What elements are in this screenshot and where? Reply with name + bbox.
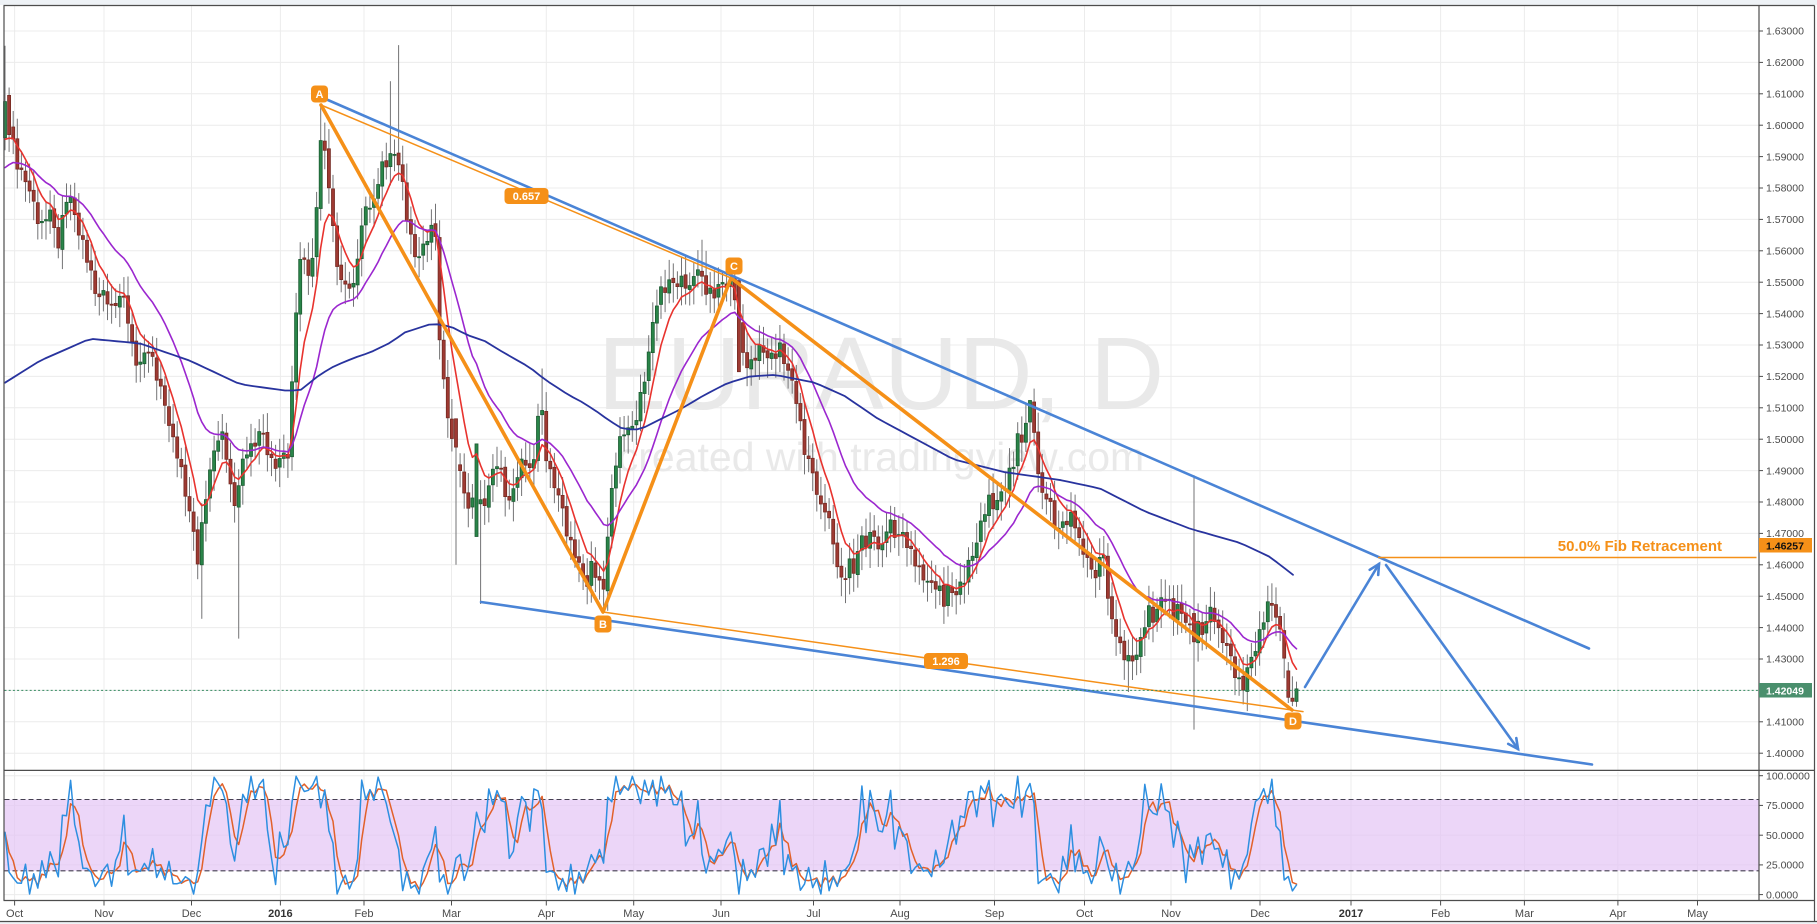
svg-text:1.40000: 1.40000 [1766, 748, 1804, 760]
svg-text:EURAUD, D: EURAUD, D [598, 316, 1165, 431]
svg-text:1.43000: 1.43000 [1766, 654, 1804, 666]
svg-text:Jun: Jun [712, 908, 730, 920]
svg-text:1.51000: 1.51000 [1766, 403, 1804, 415]
svg-text:Sep: Sep [985, 908, 1005, 920]
svg-text:50.0000: 50.0000 [1766, 830, 1804, 842]
svg-text:1.60000: 1.60000 [1766, 120, 1804, 132]
svg-text:25.0000: 25.0000 [1766, 860, 1804, 872]
svg-text:D: D [1289, 716, 1297, 728]
svg-text:1.46257: 1.46257 [1766, 541, 1804, 553]
svg-text:1.54000: 1.54000 [1766, 308, 1804, 320]
svg-text:1.45000: 1.45000 [1766, 591, 1804, 603]
svg-text:1.62000: 1.62000 [1766, 57, 1804, 69]
svg-text:0.0000: 0.0000 [1766, 889, 1798, 901]
svg-text:C: C [730, 261, 738, 273]
svg-text:1.48000: 1.48000 [1766, 497, 1804, 509]
svg-text:1.50000: 1.50000 [1766, 434, 1804, 446]
svg-text:100.0000: 100.0000 [1766, 770, 1810, 782]
svg-text:Dec: Dec [1250, 908, 1270, 920]
svg-text:1.55000: 1.55000 [1766, 277, 1804, 289]
svg-text:created with tradingview.com: created with tradingview.com [618, 434, 1144, 480]
svg-text:1.63000: 1.63000 [1766, 26, 1804, 38]
svg-text:1.57000: 1.57000 [1766, 214, 1804, 226]
svg-text:Apr: Apr [538, 908, 555, 920]
svg-text:Mar: Mar [1515, 908, 1534, 920]
svg-text:Jul: Jul [806, 908, 820, 920]
svg-text:Dec: Dec [182, 908, 202, 920]
svg-text:1.53000: 1.53000 [1766, 340, 1804, 352]
svg-text:1.52000: 1.52000 [1766, 371, 1804, 383]
svg-text:2016: 2016 [268, 908, 292, 920]
svg-text:0.657: 0.657 [513, 191, 541, 203]
svg-text:Nov: Nov [94, 908, 114, 920]
svg-text:1.59000: 1.59000 [1766, 151, 1804, 163]
svg-text:Feb: Feb [355, 908, 374, 920]
svg-text:1.44000: 1.44000 [1766, 622, 1804, 634]
svg-text:B: B [599, 619, 607, 631]
svg-text:1.41000: 1.41000 [1766, 717, 1804, 729]
svg-text:Aug: Aug [890, 908, 910, 920]
svg-text:1.46000: 1.46000 [1766, 560, 1804, 572]
svg-text:1.58000: 1.58000 [1766, 183, 1804, 195]
svg-text:Mar: Mar [442, 908, 461, 920]
svg-text:Feb: Feb [1431, 908, 1450, 920]
svg-text:1.61000: 1.61000 [1766, 89, 1804, 101]
svg-text:1.47000: 1.47000 [1766, 528, 1804, 540]
svg-text:1.42049: 1.42049 [1766, 686, 1804, 698]
svg-text:2017: 2017 [1339, 908, 1363, 920]
svg-text:50.0% Fib Retracement: 50.0% Fib Retracement [1558, 538, 1722, 555]
svg-text:A: A [316, 89, 324, 101]
svg-text:May: May [1687, 908, 1708, 920]
svg-text:1.49000: 1.49000 [1766, 465, 1804, 477]
svg-text:Apr: Apr [1609, 908, 1626, 920]
svg-text:Nov: Nov [1161, 908, 1181, 920]
svg-text:1.296: 1.296 [932, 656, 960, 668]
svg-text:Oct: Oct [6, 908, 23, 920]
svg-text:1.56000: 1.56000 [1766, 246, 1804, 258]
svg-text:75.0000: 75.0000 [1766, 800, 1804, 812]
svg-text:Oct: Oct [1076, 908, 1093, 920]
svg-text:May: May [623, 908, 644, 920]
